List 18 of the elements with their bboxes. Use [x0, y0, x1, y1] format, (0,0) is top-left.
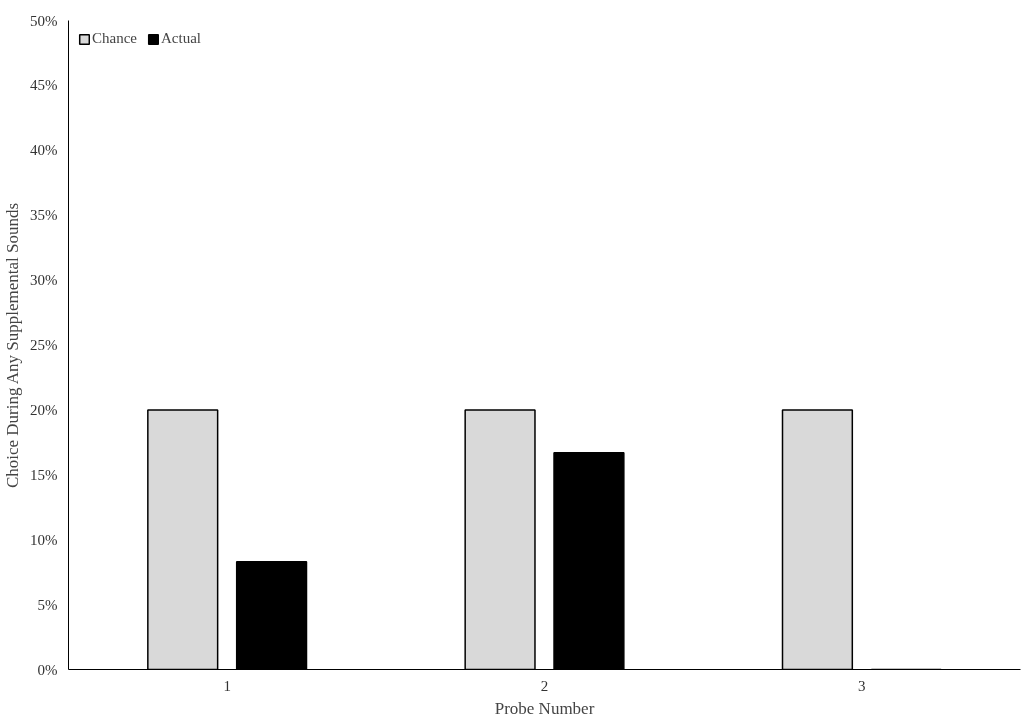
- y-tick-label: 0%: [37, 661, 58, 678]
- y-tick-label: 35%: [30, 207, 58, 224]
- y-tick-label: 50%: [30, 12, 58, 29]
- legend-label: Actual: [160, 30, 201, 47]
- y-tick-label: 25%: [30, 337, 58, 353]
- y-tick-label: 20%: [30, 401, 58, 418]
- x-tick-label: 2: [540, 677, 549, 694]
- y-tick-label: 15%: [30, 466, 58, 483]
- legend-label: Chance: [92, 30, 137, 47]
- x-tick-label: 1: [223, 677, 231, 694]
- x-tick-label: 3: [858, 677, 866, 694]
- x-axis-title: Probe Number: [494, 698, 595, 718]
- y-tick-label: 5%: [37, 596, 58, 613]
- y-tick-label: 45%: [30, 77, 58, 94]
- y-tick-label: 10%: [30, 531, 58, 548]
- y-tick-label: 40%: [30, 142, 58, 159]
- y-axis-title: Choice During Any Supplemental Sounds: [3, 202, 22, 489]
- y-tick-label: 30%: [30, 272, 58, 289]
